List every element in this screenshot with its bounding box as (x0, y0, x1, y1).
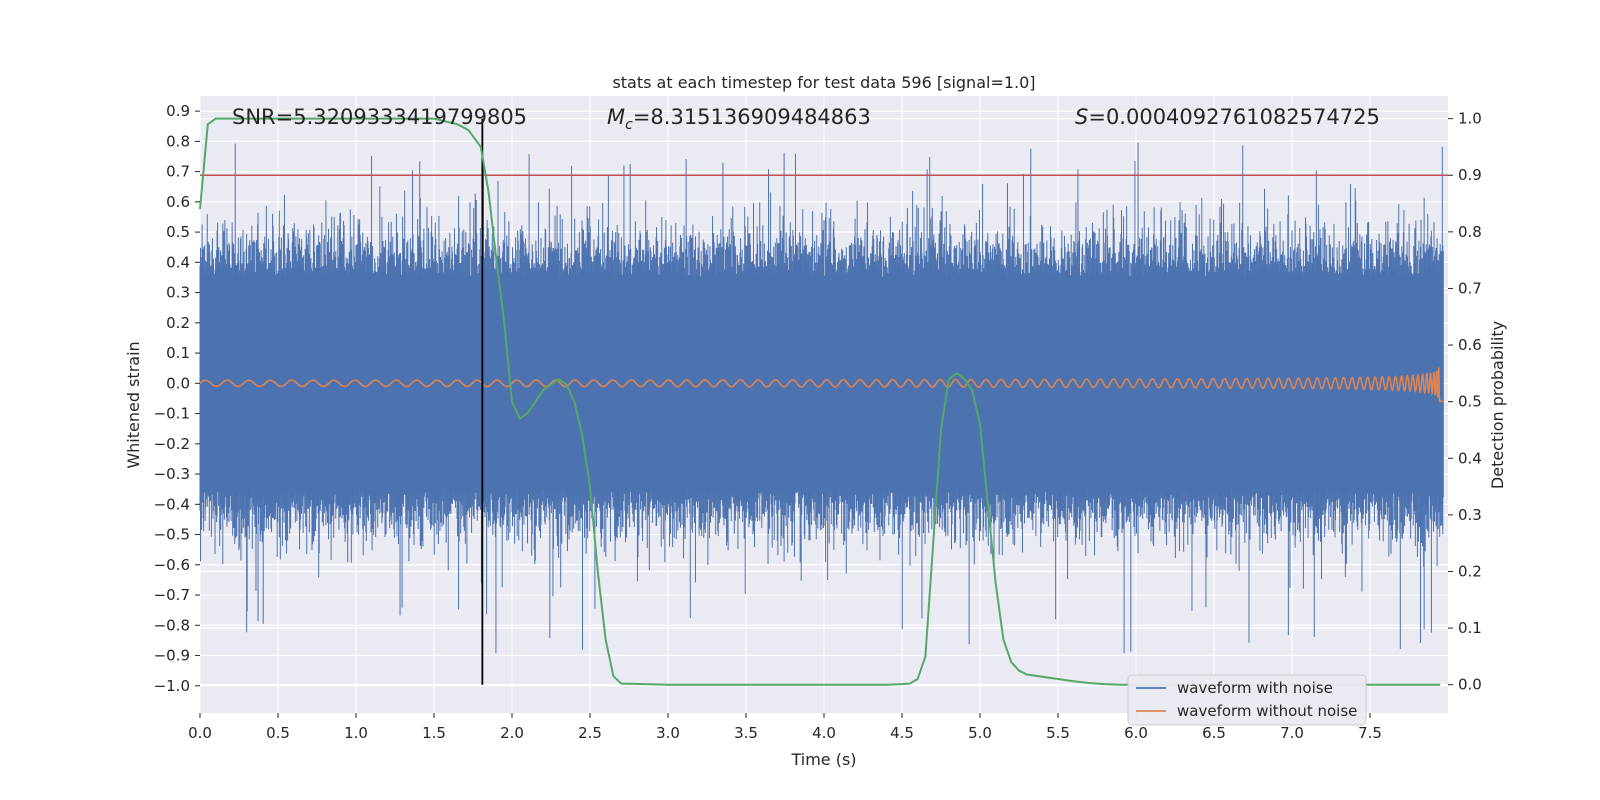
y-tick-label: −0.2 (154, 435, 190, 453)
x-tick-label: 0.0 (188, 724, 212, 742)
x-tick-label: 2.5 (578, 724, 602, 742)
y-tick-label: 0.1 (166, 344, 190, 362)
y2-tick-label: 0.8 (1458, 223, 1482, 241)
x-tick-label: 7.0 (1280, 724, 1304, 742)
legend-box (1127, 674, 1367, 726)
legend: waveform with noise waveform without noi… (1127, 674, 1367, 726)
y-tick-label: 0.3 (166, 284, 190, 302)
s-annotation: S=0.0004092761082574725 (1075, 105, 1380, 129)
x-tick-label: 2.0 (500, 724, 524, 742)
y2-tick-label: 0.5 (1458, 393, 1482, 411)
y-tick-label: −0.8 (154, 616, 190, 634)
legend-label-noise: waveform with noise (1177, 679, 1333, 697)
series-waveform-without-noise (199, 367, 1444, 403)
chirp-mass-annotation: Mc=8.315136909484863 (607, 105, 871, 133)
x-tick-label: 7.5 (1358, 724, 1382, 742)
x-tick-label: 4.0 (812, 724, 836, 742)
snr-annotation: SNR=5.3209333419799805 (232, 105, 527, 129)
chart-title: stats at each timestep for test data 596… (612, 73, 1035, 92)
y-tick-label: −0.9 (154, 647, 190, 665)
y2-tick-label: 0.6 (1458, 336, 1482, 354)
y2-tick-label: 1.0 (1458, 110, 1482, 128)
y2-axis-label: Detection probability (1488, 321, 1507, 489)
y-tick-label: 0.9 (166, 102, 190, 120)
y2-tick-label: 0.4 (1458, 449, 1482, 467)
s-symbol: S (1075, 105, 1088, 129)
y-tick-label: 0.7 (166, 163, 190, 181)
legend-label-clean: waveform without noise (1177, 702, 1357, 720)
y-tick-label: 0.8 (166, 132, 190, 150)
x-tick-label: 6.5 (1202, 724, 1226, 742)
x-tick-label: 3.5 (734, 724, 758, 742)
y-tick-label: −0.4 (154, 495, 190, 513)
x-tick-label: 1.0 (344, 724, 368, 742)
x-tick-label: 1.5 (422, 724, 446, 742)
y2-tick-label: 0.1 (1458, 619, 1482, 637)
y2-tick-label: 0.9 (1458, 166, 1482, 184)
x-tick-label: 0.5 (266, 724, 290, 742)
y-tick-label: 0.0 (166, 374, 190, 392)
y2-tick-label: 0.7 (1458, 279, 1482, 297)
chirp-mass-symbol: M (607, 105, 625, 129)
x-tick-label: 6.0 (1124, 724, 1148, 742)
left-y-tick-labels: 0.9 0.8 0.7 0.6 0.5 0.4 0.3 0.2 0.1 0.0 −0.1 −0.2 −0… (154, 102, 200, 695)
y-tick-label: −0.5 (154, 526, 190, 544)
y-tick-label: 0.4 (166, 253, 190, 271)
x-tick-label: 3.0 (656, 724, 680, 742)
s-value: =0.0004092761082574725 (1088, 105, 1380, 129)
x-tick-labels: 0.0 0.5 1.0 1.5 2.0 2.5 3.0 3.5 4.0 4.5 5.0 5.5 6.0 6… (188, 713, 1382, 742)
y-tick-label: −0.3 (154, 465, 190, 483)
x-tick-label: 5.5 (1046, 724, 1070, 742)
y-tick-label: −0.1 (154, 405, 190, 423)
y-tick-label: 0.5 (166, 223, 190, 241)
x-tick-label: 4.5 (890, 724, 914, 742)
chirp-mass-value: =8.315136909484863 (633, 105, 871, 129)
right-y-tick-labels: 1.0 0.9 0.8 0.7 0.6 0.5 0.4 0.3 0.2 0.1 0.0 (1448, 110, 1482, 694)
y-tick-label: −0.7 (154, 586, 190, 604)
x-axis-label: Time (s) (790, 750, 856, 769)
x-tick-label: 5.0 (968, 724, 992, 742)
y-tick-label: 0.2 (166, 314, 190, 332)
y-tick-label: −0.6 (154, 556, 190, 574)
y2-tick-label: 0.2 (1458, 562, 1482, 580)
y2-tick-label: 0.3 (1458, 506, 1482, 524)
chirp-trace (199, 367, 1444, 403)
y2-tick-label: 0.0 (1458, 676, 1482, 694)
y-axis-label: Whitened strain (124, 341, 143, 468)
y-tick-label: 0.6 (166, 193, 190, 211)
series-detection-probability (199, 117, 1441, 686)
chirp-mass-subscript: c (625, 117, 633, 133)
y-tick-label: −1.0 (154, 677, 190, 695)
